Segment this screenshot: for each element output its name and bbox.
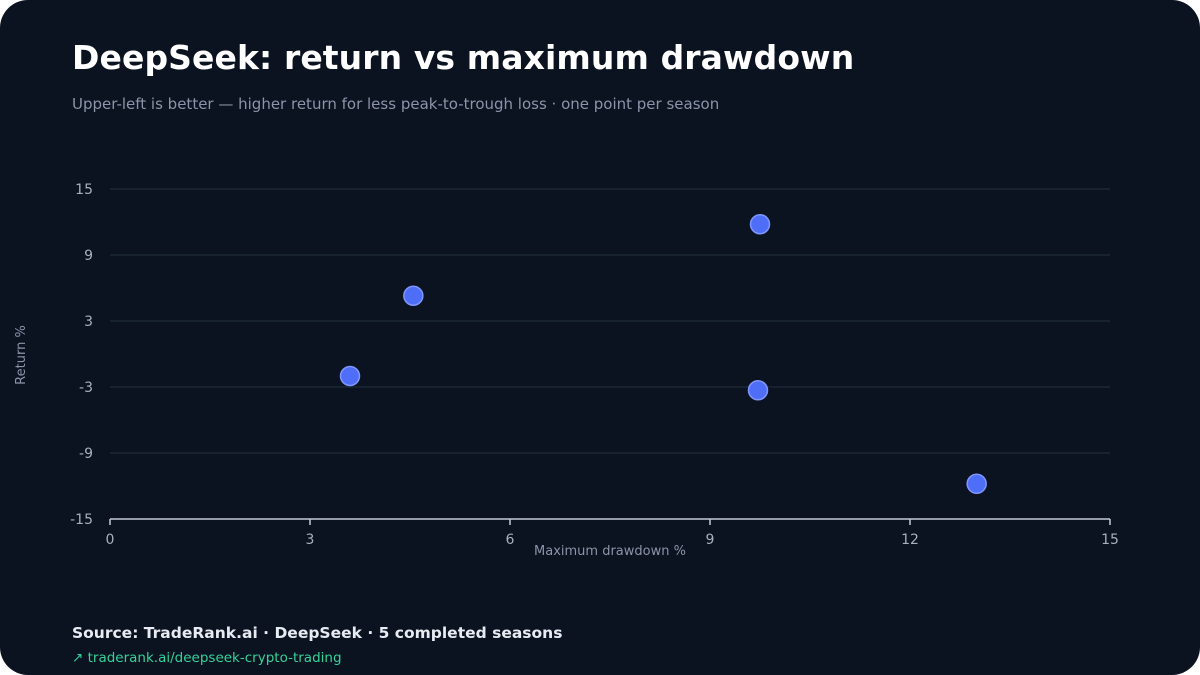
source-link[interactable]: ↗ traderank.ai/deepseek-crypto-trading [72, 650, 342, 666]
y-axis-title: Return % [14, 325, 29, 385]
source-note: Source: TradeRank.ai · DeepSeek · 5 comp… [72, 624, 563, 642]
chart-subtitle: Upper-left is better — higher return for… [72, 95, 720, 113]
y-tick-label: -15 [70, 512, 93, 528]
x-tick-label: 9 [706, 532, 715, 548]
data-point [966, 473, 987, 495]
x-tick-label: 0 [106, 532, 115, 548]
x-tick-label: 12 [901, 532, 919, 548]
data-point [403, 285, 424, 306]
y-tick-label: 3 [84, 314, 93, 330]
data-point [747, 380, 769, 401]
y-tick-label: -3 [79, 380, 93, 396]
x-axis-title: Maximum drawdown % [534, 544, 686, 559]
axes: 15 9 3 -3 -9 -15 0 3 6 9 12 15 [70, 182, 1119, 548]
y-tick-label: -9 [79, 446, 93, 462]
y-tick-label: 9 [84, 248, 93, 264]
data-point [749, 213, 771, 235]
data-point [339, 365, 361, 387]
source-link-text: traderank.ai/deepseek-crypto-trading [87, 650, 342, 666]
grid-lines [110, 188, 1110, 454]
y-tick-label: 15 [75, 182, 93, 198]
external-link-arrow-icon: ↗ [72, 650, 84, 666]
data-points [339, 213, 987, 495]
chart-title: DeepSeek: return vs maximum drawdown [72, 38, 855, 77]
x-tick-label: 3 [306, 532, 315, 548]
x-tick-label: 6 [506, 532, 515, 548]
x-tick-label: 15 [1101, 532, 1119, 548]
